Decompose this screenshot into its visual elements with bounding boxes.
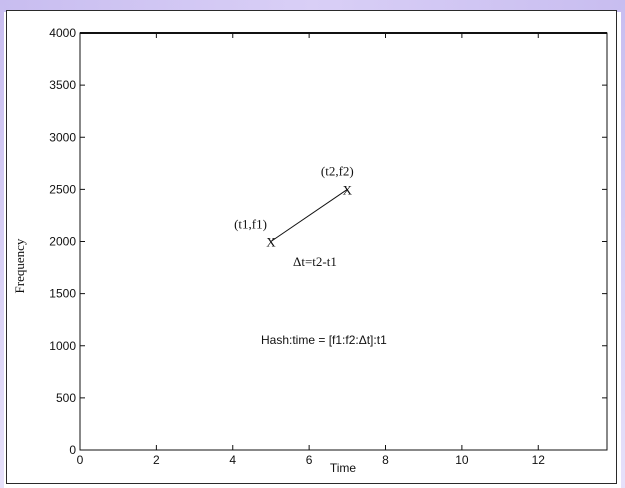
x-axis-ticks: 0 2 4 6 8 10 12 bbox=[77, 33, 546, 467]
x-tick-label: 0 bbox=[77, 453, 84, 467]
x-tick-label: 10 bbox=[455, 453, 469, 467]
y-tick-label: 1500 bbox=[49, 287, 76, 301]
series-layer bbox=[270, 188, 348, 242]
point-marker: X bbox=[343, 182, 353, 197]
x-axis-label: Time bbox=[330, 461, 357, 475]
right-decor-band bbox=[621, 0, 625, 488]
point-label: (t1,f1) bbox=[234, 217, 267, 232]
x-tick-label: 8 bbox=[382, 453, 389, 467]
point-label-layer: X (t1,f1) X (t2,f2) bbox=[234, 163, 354, 249]
x-tick-label: 2 bbox=[153, 453, 160, 467]
point-marker: X bbox=[266, 235, 276, 250]
x-tick-label: 12 bbox=[532, 453, 546, 467]
figure-frame bbox=[6, 10, 617, 484]
y-tick-label: 3000 bbox=[49, 130, 76, 144]
plot-area bbox=[79, 32, 608, 451]
y-tick-label: 2500 bbox=[49, 182, 76, 196]
y-tick-label: 0 bbox=[69, 443, 76, 457]
point-label: (t2,f2) bbox=[321, 163, 354, 178]
y-tick-label: 500 bbox=[56, 391, 76, 405]
y-tick-label: 4000 bbox=[49, 26, 76, 40]
left-decor-band bbox=[0, 0, 4, 488]
hash-annotation: Hash:time = [f1:f2:Δt]:t1 bbox=[261, 333, 387, 347]
y-tick-label: 2000 bbox=[49, 235, 76, 249]
top-decor-band bbox=[0, 0, 625, 12]
hash-pair-line bbox=[270, 188, 348, 242]
y-axis-label: Frequency bbox=[12, 238, 27, 293]
y-tick-label: 3500 bbox=[49, 78, 76, 92]
y-tick-label: 1000 bbox=[49, 339, 76, 353]
delta-t-annotation: Δt=t2-t1 bbox=[293, 254, 337, 269]
y-axis-ticks: 0 500 1000 1500 2000 2500 3000 3500 4000 bbox=[49, 26, 607, 457]
x-tick-label: 6 bbox=[306, 453, 313, 467]
x-tick-label: 4 bbox=[229, 453, 236, 467]
